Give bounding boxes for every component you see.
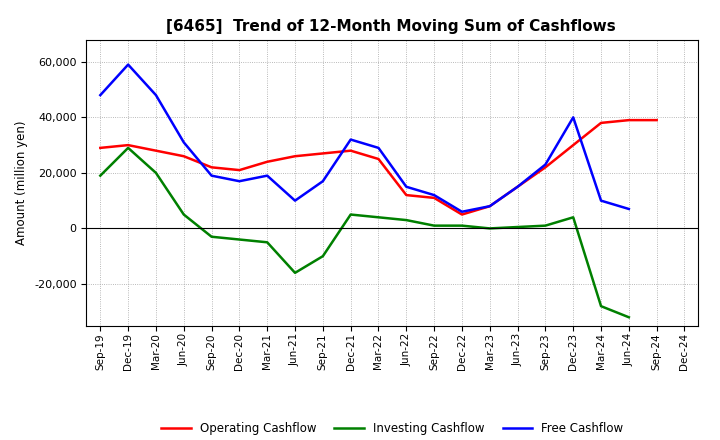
Operating Cashflow [263,159,271,165]
Operating Cashflow [458,212,467,217]
Free Cashflow [569,115,577,120]
Free Cashflow [541,162,550,167]
Investing Cashflow [263,240,271,245]
Free Cashflow [263,173,271,178]
Free Cashflow [485,204,494,209]
Free Cashflow [374,145,383,150]
Free Cashflow [346,137,355,142]
Investing Cashflow [402,217,410,223]
Line: Operating Cashflow: Operating Cashflow [100,120,657,215]
Investing Cashflow [207,234,216,239]
Operating Cashflow [597,120,606,125]
Operating Cashflow [485,204,494,209]
Investing Cashflow [569,215,577,220]
Operating Cashflow [569,143,577,148]
Operating Cashflow [430,195,438,201]
Free Cashflow [152,92,161,98]
Investing Cashflow [124,145,132,150]
Line: Investing Cashflow: Investing Cashflow [100,148,629,317]
Operating Cashflow [96,145,104,150]
Operating Cashflow [624,117,633,123]
Free Cashflow [96,92,104,98]
Operating Cashflow [346,148,355,153]
Investing Cashflow [346,212,355,217]
Free Cashflow [318,179,327,184]
Investing Cashflow [152,170,161,176]
Legend: Operating Cashflow, Investing Cashflow, Free Cashflow: Operating Cashflow, Investing Cashflow, … [156,417,629,440]
Y-axis label: Amount (million yen): Amount (million yen) [16,121,29,245]
Operating Cashflow [207,165,216,170]
Free Cashflow [402,184,410,189]
Investing Cashflow [597,304,606,309]
Investing Cashflow [430,223,438,228]
Operating Cashflow [291,154,300,159]
Operating Cashflow [179,154,188,159]
Investing Cashflow [235,237,243,242]
Operating Cashflow [402,192,410,198]
Operating Cashflow [541,165,550,170]
Free Cashflow [624,206,633,212]
Operating Cashflow [652,117,661,123]
Line: Free Cashflow: Free Cashflow [100,65,629,212]
Investing Cashflow [541,223,550,228]
Free Cashflow [124,62,132,67]
Operating Cashflow [374,156,383,161]
Text: [6465]  Trend of 12-Month Moving Sum of Cashflows: [6465] Trend of 12-Month Moving Sum of C… [166,19,616,34]
Free Cashflow [291,198,300,203]
Free Cashflow [430,192,438,198]
Investing Cashflow [485,226,494,231]
Operating Cashflow [513,184,522,189]
Operating Cashflow [124,143,132,148]
Free Cashflow [179,139,188,145]
Investing Cashflow [291,270,300,275]
Investing Cashflow [458,223,467,228]
Investing Cashflow [374,215,383,220]
Operating Cashflow [235,168,243,173]
Investing Cashflow [96,173,104,178]
Free Cashflow [513,184,522,189]
Operating Cashflow [152,148,161,153]
Investing Cashflow [318,253,327,259]
Investing Cashflow [624,315,633,320]
Operating Cashflow [318,151,327,156]
Free Cashflow [458,209,467,214]
Investing Cashflow [513,224,522,230]
Free Cashflow [597,198,606,203]
Investing Cashflow [179,212,188,217]
Free Cashflow [207,173,216,178]
Free Cashflow [235,179,243,184]
